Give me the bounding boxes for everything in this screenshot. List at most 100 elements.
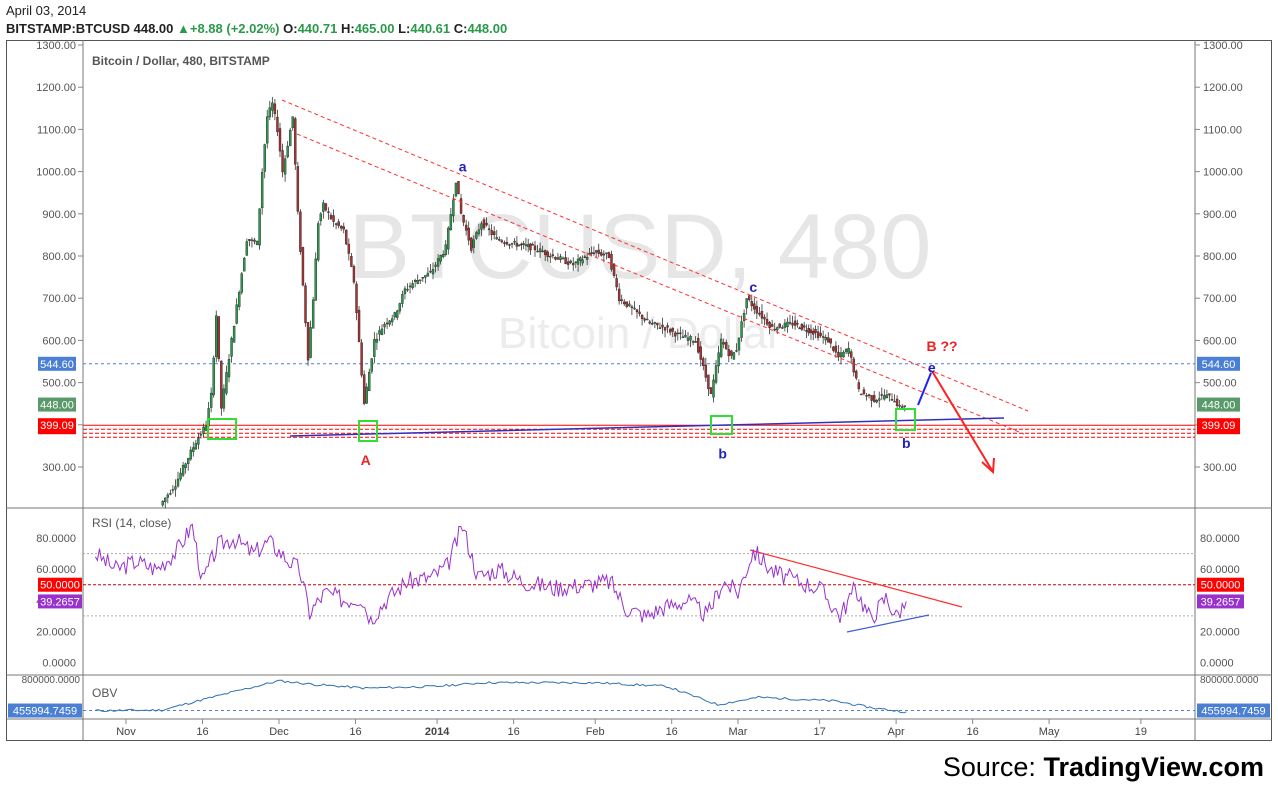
time-tick-label: 16 bbox=[349, 726, 361, 738]
price-level-label: 448.00 bbox=[40, 400, 74, 412]
symbol-watermark: BTCUSD, 480 bbox=[349, 196, 932, 298]
candle-body bbox=[161, 500, 164, 506]
candle-body bbox=[283, 158, 287, 175]
candle-body bbox=[536, 250, 539, 253]
candle-body bbox=[204, 426, 208, 431]
wave-label: b bbox=[718, 446, 727, 462]
candle-body bbox=[194, 443, 198, 450]
main-pane-title: Bitcoin / Dollar, 480, BITSTAMP bbox=[92, 54, 270, 68]
candle-body bbox=[490, 230, 493, 235]
candle-body bbox=[699, 346, 702, 360]
candle-body bbox=[176, 478, 180, 487]
candle-body bbox=[442, 254, 445, 257]
close-label: C: bbox=[453, 21, 468, 36]
candle-body bbox=[727, 349, 730, 357]
price-level-label: 544.60 bbox=[1202, 359, 1236, 371]
candle-body bbox=[527, 244, 530, 247]
candle-body bbox=[875, 400, 878, 403]
candle-body bbox=[459, 198, 463, 214]
candle-body bbox=[569, 260, 572, 263]
time-tick-label: 19 bbox=[1135, 726, 1147, 738]
candle-body bbox=[640, 314, 644, 320]
candle-body bbox=[753, 303, 756, 310]
price-tick-label: 1000.00 bbox=[1203, 167, 1243, 179]
candle-body bbox=[403, 288, 407, 294]
candle-body bbox=[424, 275, 427, 278]
candle-body bbox=[513, 240, 516, 243]
candle-body bbox=[676, 332, 679, 335]
candle-body bbox=[378, 330, 381, 335]
candle-body bbox=[691, 341, 695, 343]
open-label: O: bbox=[283, 21, 298, 36]
candle-body bbox=[517, 244, 521, 247]
candle-body bbox=[515, 242, 519, 247]
symbol-name[interactable]: BITSTAMP:BTCUSD bbox=[6, 21, 130, 36]
candle-body bbox=[240, 273, 243, 293]
price-level-label: 544.60 bbox=[40, 359, 74, 371]
candle-body bbox=[273, 103, 277, 115]
candle-body bbox=[464, 224, 468, 231]
support-line bbox=[289, 417, 1005, 437]
candle-body bbox=[347, 243, 351, 254]
candle-body bbox=[585, 257, 589, 260]
candle-body bbox=[807, 327, 810, 334]
time-tick-label: Dec bbox=[269, 726, 289, 738]
candle-body bbox=[222, 388, 226, 409]
candle-body bbox=[763, 316, 766, 320]
candle-body bbox=[574, 261, 577, 264]
price-tick-label: 600.00 bbox=[42, 335, 76, 347]
candle-body bbox=[406, 288, 409, 291]
time-tick-label: 16 bbox=[507, 726, 519, 738]
candle-body bbox=[368, 371, 371, 392]
candle-body bbox=[444, 244, 447, 255]
analysis-drawings bbox=[207, 99, 1029, 475]
candle-body bbox=[197, 437, 200, 445]
price-tick-label: 1300.00 bbox=[1203, 40, 1243, 52]
candle-body bbox=[750, 301, 753, 307]
candle-body bbox=[663, 327, 667, 331]
candle-body bbox=[370, 358, 373, 372]
candle-body bbox=[898, 405, 901, 407]
time-tick-label: Feb bbox=[586, 726, 605, 738]
candles[interactable] bbox=[161, 96, 906, 509]
candle-body bbox=[883, 395, 886, 400]
time-tick-label: May bbox=[1039, 726, 1060, 738]
candle-body bbox=[340, 225, 343, 229]
candle-body bbox=[689, 336, 692, 341]
candle-body bbox=[419, 279, 422, 281]
candle-body bbox=[434, 264, 437, 267]
candle-body bbox=[416, 279, 419, 284]
obv-axis: 800000.0000 800000.0000 bbox=[22, 675, 1259, 686]
candle-body bbox=[171, 489, 175, 491]
candle-body bbox=[564, 257, 567, 264]
candle-body bbox=[653, 322, 657, 324]
candle-body bbox=[681, 336, 685, 339]
candle-body bbox=[610, 254, 613, 270]
wave-label: a bbox=[459, 159, 467, 175]
candle-body bbox=[299, 211, 302, 252]
candle-body bbox=[605, 252, 608, 254]
obv-level-label: 455994.7459 bbox=[1201, 706, 1265, 718]
candle-body bbox=[745, 298, 748, 309]
candle-body bbox=[227, 359, 231, 378]
candle-body bbox=[781, 327, 784, 329]
candle-body bbox=[243, 257, 246, 272]
candle-body bbox=[268, 107, 271, 118]
chart-frame bbox=[6, 40, 1272, 741]
obv-level-badge bbox=[8, 703, 82, 718]
candle-body bbox=[408, 285, 412, 288]
candle-body bbox=[296, 166, 300, 212]
projection-up-leg bbox=[917, 372, 932, 406]
candle-body bbox=[541, 250, 544, 253]
candle-body bbox=[725, 342, 728, 350]
candle-body bbox=[373, 339, 376, 357]
source-brand[interactable]: TradingView.com bbox=[1043, 752, 1264, 782]
candle-body bbox=[322, 202, 325, 212]
candle-body bbox=[209, 392, 213, 408]
low-value: 440.61 bbox=[410, 21, 451, 36]
candle-body bbox=[829, 338, 832, 344]
candle-body bbox=[561, 257, 565, 260]
candle-body bbox=[607, 252, 611, 259]
candle-body bbox=[590, 252, 593, 254]
